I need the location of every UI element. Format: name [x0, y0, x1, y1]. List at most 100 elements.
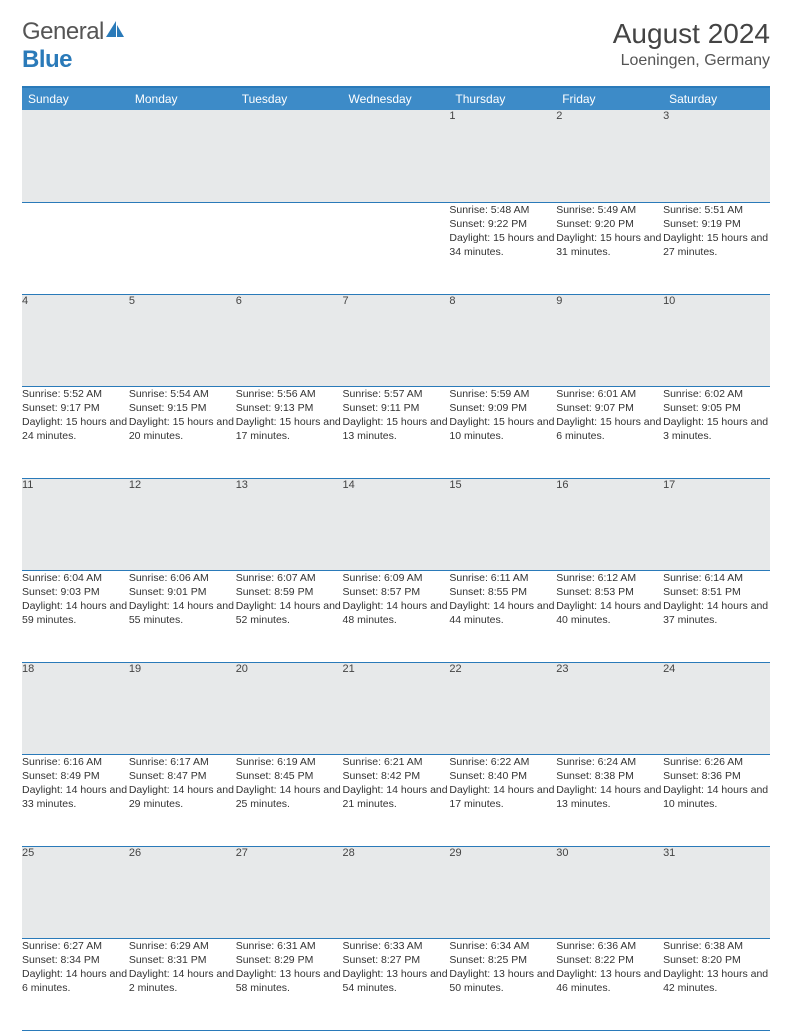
sunrise-text: Sunrise: 5:49 AM [556, 203, 663, 217]
sunset-text: Sunset: 9:03 PM [22, 585, 129, 599]
logo-text-part1: General [22, 18, 104, 45]
day-cell: Sunrise: 5:56 AMSunset: 9:13 PMDaylight:… [236, 386, 343, 478]
sunrise-text: Sunrise: 6:21 AM [343, 755, 450, 769]
day-body-row: Sunrise: 5:48 AMSunset: 9:22 PMDaylight:… [22, 202, 770, 294]
sunset-text: Sunset: 9:19 PM [663, 217, 770, 231]
sunrise-text: Sunrise: 6:01 AM [556, 387, 663, 401]
sunrise-text: Sunrise: 5:48 AM [449, 203, 556, 217]
sunset-text: Sunset: 8:45 PM [236, 769, 343, 783]
day-number: 15 [449, 478, 556, 570]
day-cell: Sunrise: 6:36 AMSunset: 8:22 PMDaylight:… [556, 938, 663, 1030]
sunrise-text: Sunrise: 5:51 AM [663, 203, 770, 217]
day-number: 20 [236, 662, 343, 754]
daylight-text: Daylight: 14 hours and 52 minutes. [236, 599, 343, 627]
day-number [236, 110, 343, 202]
header: GeneralBlue August 2024 Loeningen, Germa… [22, 18, 770, 74]
day-cell: Sunrise: 6:04 AMSunset: 9:03 PMDaylight:… [22, 570, 129, 662]
sunrise-text: Sunrise: 6:27 AM [22, 939, 129, 953]
sunset-text: Sunset: 8:20 PM [663, 953, 770, 967]
calendar-body: 123Sunrise: 5:48 AMSunset: 9:22 PMDaylig… [22, 110, 770, 1030]
logo-text: GeneralBlue [22, 18, 126, 74]
day-cell: Sunrise: 6:11 AMSunset: 8:55 PMDaylight:… [449, 570, 556, 662]
day-number: 4 [22, 294, 129, 386]
sunrise-text: Sunrise: 5:56 AM [236, 387, 343, 401]
sunrise-text: Sunrise: 6:07 AM [236, 571, 343, 585]
day-number: 12 [129, 478, 236, 570]
day-number-row: 25262728293031 [22, 846, 770, 938]
sunrise-text: Sunrise: 6:24 AM [556, 755, 663, 769]
day-cell [22, 202, 129, 294]
day-number-row: 45678910 [22, 294, 770, 386]
sunset-text: Sunset: 8:22 PM [556, 953, 663, 967]
day-number: 30 [556, 846, 663, 938]
daylight-text: Daylight: 14 hours and 55 minutes. [129, 599, 236, 627]
sunrise-text: Sunrise: 6:34 AM [449, 939, 556, 953]
day-number: 11 [22, 478, 129, 570]
daylight-text: Daylight: 14 hours and 25 minutes. [236, 783, 343, 811]
day-number: 10 [663, 294, 770, 386]
sunset-text: Sunset: 8:51 PM [663, 585, 770, 599]
daylight-text: Daylight: 14 hours and 10 minutes. [663, 783, 770, 811]
sunset-text: Sunset: 9:20 PM [556, 217, 663, 231]
day-number: 31 [663, 846, 770, 938]
sunset-text: Sunset: 9:17 PM [22, 401, 129, 415]
day-cell: Sunrise: 5:51 AMSunset: 9:19 PMDaylight:… [663, 202, 770, 294]
sunset-text: Sunset: 9:01 PM [129, 585, 236, 599]
sunset-text: Sunset: 9:05 PM [663, 401, 770, 415]
weekday-header: Tuesday [236, 87, 343, 110]
logo-text-part2: Blue [22, 46, 72, 73]
day-cell: Sunrise: 6:22 AMSunset: 8:40 PMDaylight:… [449, 754, 556, 846]
day-number-row: 18192021222324 [22, 662, 770, 754]
sunset-text: Sunset: 8:57 PM [343, 585, 450, 599]
day-cell: Sunrise: 6:09 AMSunset: 8:57 PMDaylight:… [343, 570, 450, 662]
day-body-row: Sunrise: 6:16 AMSunset: 8:49 PMDaylight:… [22, 754, 770, 846]
sunrise-text: Sunrise: 6:22 AM [449, 755, 556, 769]
day-cell: Sunrise: 6:24 AMSunset: 8:38 PMDaylight:… [556, 754, 663, 846]
calendar-head: SundayMondayTuesdayWednesdayThursdayFrid… [22, 87, 770, 110]
day-cell: Sunrise: 6:26 AMSunset: 8:36 PMDaylight:… [663, 754, 770, 846]
daylight-text: Daylight: 15 hours and 24 minutes. [22, 415, 129, 443]
day-cell: Sunrise: 6:02 AMSunset: 9:05 PMDaylight:… [663, 386, 770, 478]
sunset-text: Sunset: 8:36 PM [663, 769, 770, 783]
day-cell: Sunrise: 6:38 AMSunset: 8:20 PMDaylight:… [663, 938, 770, 1030]
daylight-text: Daylight: 13 hours and 58 minutes. [236, 967, 343, 995]
day-number-row: 123 [22, 110, 770, 202]
sunrise-text: Sunrise: 6:26 AM [663, 755, 770, 769]
day-cell [236, 202, 343, 294]
day-number [343, 110, 450, 202]
sail-icon [104, 19, 126, 39]
sunrise-text: Sunrise: 6:04 AM [22, 571, 129, 585]
day-number: 18 [22, 662, 129, 754]
day-cell: Sunrise: 5:48 AMSunset: 9:22 PMDaylight:… [449, 202, 556, 294]
daylight-text: Daylight: 14 hours and 44 minutes. [449, 599, 556, 627]
day-cell: Sunrise: 5:49 AMSunset: 9:20 PMDaylight:… [556, 202, 663, 294]
day-number: 5 [129, 294, 236, 386]
day-number: 7 [343, 294, 450, 386]
day-number: 25 [22, 846, 129, 938]
sunrise-text: Sunrise: 6:31 AM [236, 939, 343, 953]
day-cell: Sunrise: 6:16 AMSunset: 8:49 PMDaylight:… [22, 754, 129, 846]
sunrise-text: Sunrise: 6:12 AM [556, 571, 663, 585]
day-cell: Sunrise: 5:54 AMSunset: 9:15 PMDaylight:… [129, 386, 236, 478]
daylight-text: Daylight: 14 hours and 29 minutes. [129, 783, 236, 811]
sunrise-text: Sunrise: 6:02 AM [663, 387, 770, 401]
daylight-text: Daylight: 14 hours and 33 minutes. [22, 783, 129, 811]
sunrise-text: Sunrise: 5:59 AM [449, 387, 556, 401]
day-cell: Sunrise: 6:19 AMSunset: 8:45 PMDaylight:… [236, 754, 343, 846]
title-block: August 2024 Loeningen, Germany [613, 18, 770, 70]
daylight-text: Daylight: 13 hours and 50 minutes. [449, 967, 556, 995]
weekday-header: Friday [556, 87, 663, 110]
day-number: 29 [449, 846, 556, 938]
sunset-text: Sunset: 8:59 PM [236, 585, 343, 599]
day-cell: Sunrise: 6:17 AMSunset: 8:47 PMDaylight:… [129, 754, 236, 846]
weekday-header: Monday [129, 87, 236, 110]
sunrise-text: Sunrise: 6:16 AM [22, 755, 129, 769]
sunset-text: Sunset: 8:53 PM [556, 585, 663, 599]
day-number [22, 110, 129, 202]
day-number: 14 [343, 478, 450, 570]
day-cell: Sunrise: 5:57 AMSunset: 9:11 PMDaylight:… [343, 386, 450, 478]
weekday-header: Thursday [449, 87, 556, 110]
day-body-row: Sunrise: 6:27 AMSunset: 8:34 PMDaylight:… [22, 938, 770, 1030]
sunset-text: Sunset: 8:47 PM [129, 769, 236, 783]
location: Loeningen, Germany [613, 52, 770, 70]
